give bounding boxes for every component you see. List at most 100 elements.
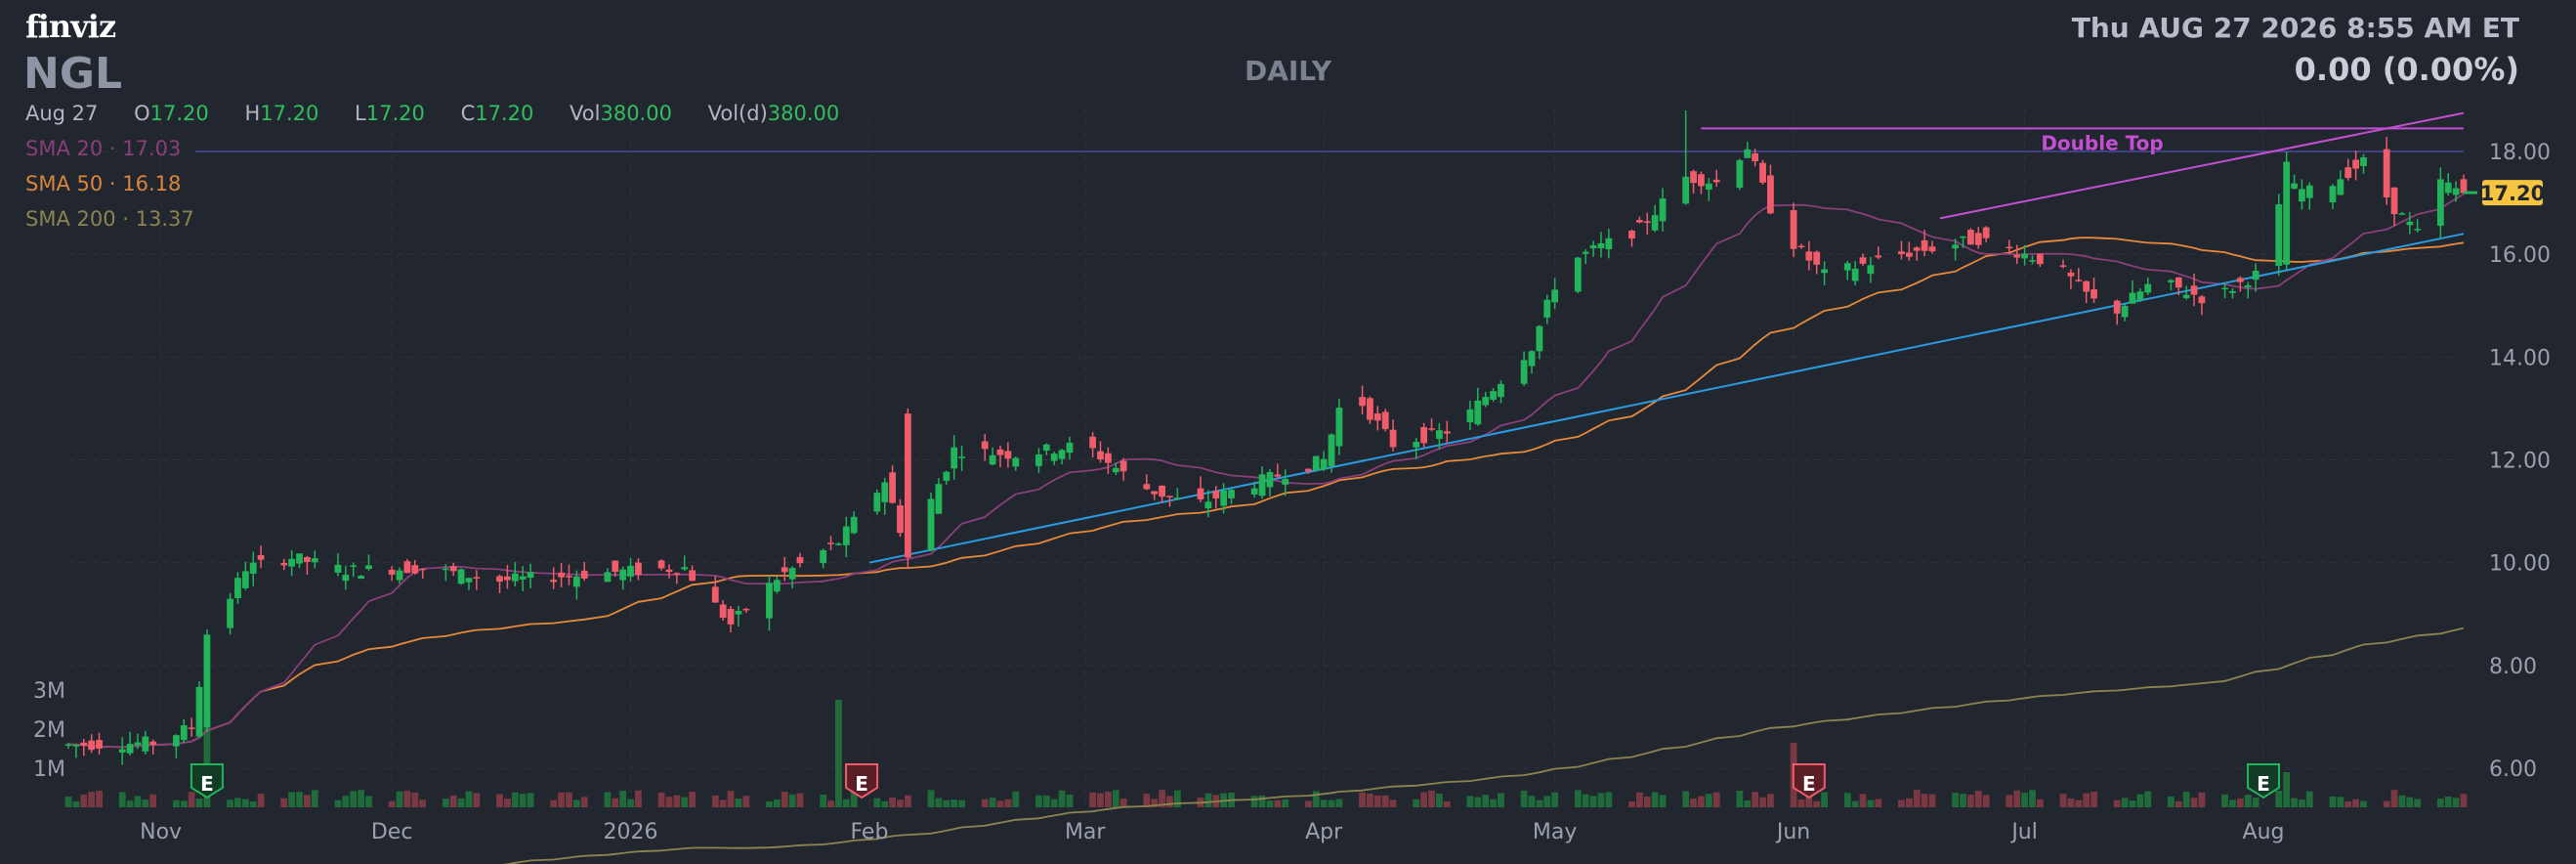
candle-body (288, 558, 296, 567)
volume-bar (1204, 793, 1212, 807)
earnings-label: E (200, 772, 214, 796)
pattern-lines: Double Top (195, 111, 2465, 564)
volume-bar (388, 800, 396, 807)
volume-bar (519, 794, 527, 807)
date-tick-label: Jul (2009, 820, 2038, 844)
price-axis: 6.00 8.00 10.00 12.00 14.00 16.00 18.00 17.20 (2464, 141, 2551, 782)
volume-bar (673, 795, 681, 807)
candle-body (604, 572, 612, 583)
candle-body (96, 740, 103, 749)
volume-bar (1551, 792, 1559, 807)
candle-body (118, 749, 126, 753)
volume-bar (2244, 795, 2252, 807)
date-tick-label: May (1533, 820, 1577, 844)
earnings-marker (1792, 763, 1826, 799)
volume-bar (2190, 798, 2198, 807)
candle-body (2383, 149, 2390, 198)
candle-body (1220, 490, 1228, 506)
volume-bar (2067, 798, 2075, 807)
volume-bar (881, 800, 889, 807)
candle-body (1266, 472, 1274, 488)
volume-bar (1928, 794, 1936, 807)
candle-body (1381, 411, 1389, 430)
candle-body (1543, 299, 1551, 318)
volume-bar (1159, 790, 1165, 807)
candle-body (2175, 277, 2182, 288)
price-tick-label: 10.00 (2489, 552, 2551, 577)
volume-bar (1089, 792, 1096, 807)
volume-bar (657, 792, 665, 807)
candle-body (1589, 245, 1597, 249)
volume-bar (2006, 795, 2013, 807)
volume-bar (126, 800, 134, 807)
date-tick-label: Mar (1065, 820, 1106, 844)
volume-bar (1705, 794, 1712, 807)
volume-bar (2113, 799, 2121, 807)
price-tick-label: 18.00 (2489, 141, 2551, 165)
price-tick-label: 6.00 (2489, 757, 2537, 782)
candle-body (1574, 257, 1582, 292)
volume-bar (958, 799, 965, 807)
volume-bar (1050, 799, 1058, 807)
volume-bar (1543, 796, 1551, 807)
volume-bar (1520, 790, 1528, 807)
candle-body (334, 564, 342, 573)
candle-body (465, 578, 473, 583)
volume-bar (195, 799, 203, 807)
candle-body (1805, 251, 1813, 261)
candle-body (1312, 455, 1320, 471)
candle-body (1712, 179, 1720, 183)
volume-bar (396, 791, 403, 807)
sma200-line (502, 626, 2465, 864)
candle-body (1635, 220, 1643, 223)
volume-bar (1813, 800, 1821, 807)
candle-body (1928, 246, 1936, 252)
candle-body (1443, 431, 1451, 434)
volume-bar (1643, 797, 1651, 807)
candle-body (1482, 397, 1490, 406)
volume-bar (1413, 799, 1420, 807)
candle-body (1605, 238, 1613, 250)
candle-body (280, 562, 288, 566)
price-tick-label: 14.00 (2489, 346, 2551, 370)
finviz-logo[interactable]: finviz (25, 8, 116, 45)
candle-body (1420, 427, 1428, 444)
candle-body (1905, 252, 1913, 257)
candle-body (2291, 183, 2298, 189)
volume-bar (604, 792, 612, 807)
candle-body (195, 686, 203, 737)
volume-bar (419, 799, 427, 807)
price-tick-label: 8.00 (2489, 655, 2537, 679)
candle-body (711, 586, 719, 603)
ohlc-date: Aug 27 (25, 102, 99, 125)
candle-body (1698, 174, 1705, 187)
volume-bar (1042, 795, 1050, 807)
candle-body (2283, 161, 2291, 265)
candle-body (1104, 453, 1112, 463)
volume-bar (1589, 796, 1597, 807)
candle-body (788, 568, 796, 580)
candle-body (1159, 485, 1165, 497)
date-tick-label: Jun (1775, 820, 1810, 844)
candlesticks[interactable] (64, 109, 2468, 765)
volume-bar (943, 799, 950, 807)
candle-body (64, 744, 72, 747)
volume-bar (1767, 794, 1774, 807)
volume-bar (1982, 795, 1990, 807)
candle-body (1536, 325, 1543, 352)
open-label: O (134, 102, 150, 125)
volume-bar (1173, 790, 1181, 807)
candle-body (227, 598, 233, 628)
sma20-line (67, 193, 2465, 749)
candle-body (2090, 289, 2097, 299)
last-price-label: 17.20 (2480, 182, 2545, 205)
candle-body (996, 449, 1004, 455)
candle-body (257, 554, 265, 560)
price-tick-label: 12.00 (2489, 450, 2551, 474)
volume-bar (1058, 790, 1066, 807)
candle-body (897, 505, 904, 534)
candle-body (742, 608, 750, 611)
volume-bar (1967, 795, 1974, 807)
